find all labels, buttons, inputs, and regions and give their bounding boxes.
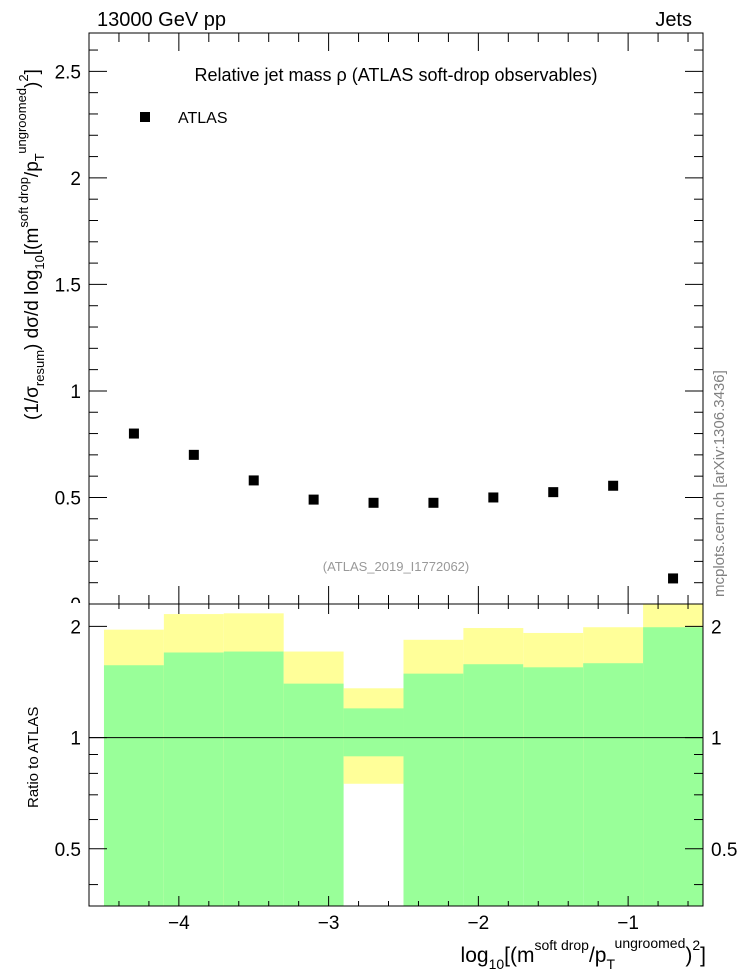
data-point	[188, 449, 199, 460]
main-y-axis-label: (1/σresum) dσ/d log10[(msoft drop/pTungr…	[14, 69, 47, 420]
header-left-label: 13000 GeV pp	[97, 9, 226, 31]
main-y-tick-label: 2.5	[55, 62, 81, 83]
ratio-band-inner	[643, 627, 703, 906]
ratio-band-inner	[223, 651, 284, 906]
data-point	[128, 428, 139, 439]
header-right-label: Jets	[655, 9, 692, 31]
x-axis-label: log10[(msoft drop/pTungroomed)2]	[461, 935, 706, 972]
data-point	[248, 475, 259, 486]
data-points	[128, 428, 679, 584]
data-point	[548, 487, 559, 498]
data-point	[488, 492, 499, 503]
main-y-zero-label-clip: 0	[70, 595, 81, 616]
ratio-bands	[103, 604, 703, 906]
ratio-band-inner	[163, 652, 224, 906]
x-tick-label: −2	[468, 913, 490, 934]
ratio-y-tick-label-right: 1	[711, 729, 722, 750]
x-tick-label: −4	[168, 913, 190, 934]
analysis-id-label: (ATLAS_2019_I1772062)	[323, 559, 469, 574]
legend-label: ATLAS	[178, 110, 228, 127]
ratio-y-axis: 0.5 0.5 1 1 2 2	[55, 617, 737, 886]
ratio-y-tick-label-right: 2	[711, 617, 722, 638]
ratio-y-tick-label-right: 0.5	[711, 840, 737, 861]
ratio-band-inner	[463, 664, 524, 906]
data-point	[668, 573, 679, 584]
ratio-band-inner	[103, 665, 164, 906]
plot-title: Relative jet mass ρ (ATLAS soft-drop obs…	[194, 65, 597, 85]
main-y-tick-label: 0	[70, 595, 81, 616]
main-y-tick-label: 2	[70, 169, 81, 190]
main-y-tick-label: 1	[70, 382, 81, 403]
ratio-y-tick-label: 0.5	[55, 840, 81, 861]
ratio-band-inner	[583, 663, 644, 906]
watermark: mcplots.cern.ch [arXiv:1306.3436]	[711, 370, 728, 597]
ratio-band-inner	[343, 708, 404, 757]
ratio-y-tick-label: 2	[70, 617, 81, 638]
x-tick-label: −1	[617, 913, 639, 934]
ratio-band-inner	[403, 673, 464, 906]
data-point	[308, 494, 319, 505]
main-x-axis-ticks	[88, 33, 689, 604]
data-point	[368, 497, 379, 508]
main-y-tick-label: 0.5	[55, 488, 81, 509]
ratio-y-axis-label: Ratio to ATLAS	[25, 707, 42, 808]
data-point	[428, 497, 439, 508]
main-y-axis: 0.5 1 1.5 2 2.5 0	[55, 49, 703, 616]
legend-marker	[140, 112, 150, 122]
data-point	[608, 480, 619, 491]
ratio-band-inner	[283, 683, 344, 906]
main-y-tick-label: 1.5	[55, 275, 81, 296]
x-tick-label: −3	[318, 913, 340, 934]
ratio-band-inner	[523, 667, 584, 906]
ratio-x-axis: −4 −3 −2 −1	[88, 604, 689, 934]
ratio-y-tick-label: 1	[70, 729, 81, 750]
